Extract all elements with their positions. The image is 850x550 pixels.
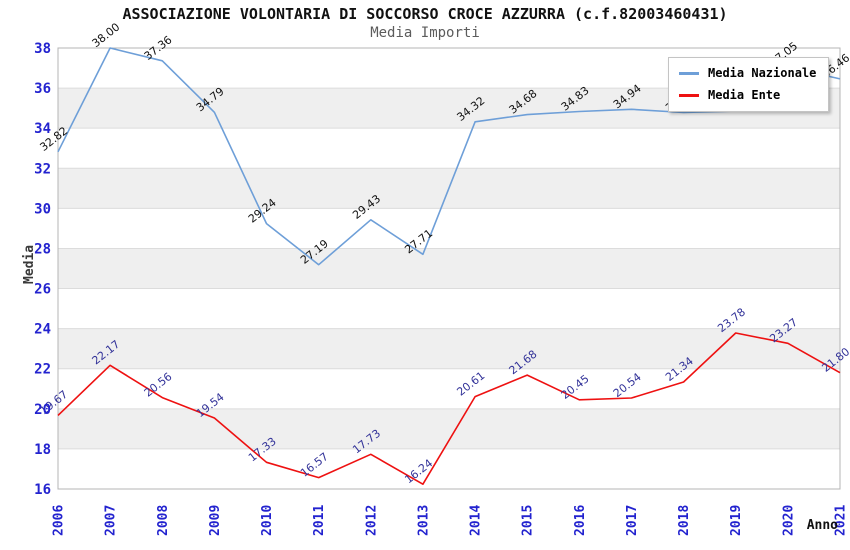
- legend-item-media-nazionale: Media Nazionale: [679, 66, 816, 80]
- x-tick-label: 2020: [781, 505, 796, 536]
- x-tick-label: 2019: [729, 505, 744, 536]
- x-axis-title: Anno: [807, 518, 838, 533]
- x-tick-label: 2009: [208, 505, 223, 536]
- y-tick-label: 38: [34, 41, 51, 57]
- legend-item-media-ente: Media Ente: [679, 88, 816, 102]
- x-tick-label: 2013: [416, 505, 431, 536]
- plot-band: [58, 248, 840, 289]
- y-tick-label: 18: [34, 442, 51, 458]
- axis-ticks: 16 18 20 22 24 26 28 30 32 34 36 38 2006 2007 2008 2009…: [34, 41, 848, 536]
- plot-border-rect: [57, 47, 841, 490]
- legend: Media Nazionale Media Ente: [668, 57, 830, 112]
- x-tick-label: 2012: [364, 505, 379, 536]
- y-tick-label: 16: [34, 482, 51, 498]
- point-label-media-nazionale: 38.00: [90, 20, 123, 50]
- y-tick-label: 20: [34, 402, 51, 418]
- x-tick-label: 2014: [469, 505, 484, 536]
- y-tick-label: 32: [34, 161, 51, 177]
- x-tick-label: 2021: [834, 505, 849, 536]
- y-tick-label: 22: [34, 362, 51, 378]
- y-axis-title: Media: [22, 245, 37, 284]
- y-tick-label: 24: [34, 322, 51, 338]
- x-tick-label: 2016: [573, 505, 588, 536]
- legend-swatch-media-nazionale-icon: [679, 71, 699, 75]
- x-tick-label: 2017: [625, 505, 640, 536]
- x-tick-label: 2010: [260, 505, 275, 536]
- x-tick-label: 2015: [521, 505, 536, 536]
- x-tick-label: 2008: [156, 505, 171, 536]
- y-tick-label: 34: [34, 121, 51, 137]
- plot-border: [57, 47, 841, 490]
- y-tick-label: 26: [34, 282, 51, 298]
- y-tick-label: 28: [34, 241, 51, 257]
- chart-subtitle: Media Importi: [370, 25, 480, 41]
- plot-band: [58, 328, 840, 369]
- x-tick-label: 2018: [677, 505, 692, 536]
- plot-bands: [58, 88, 840, 449]
- series-line-media-ente: [57, 332, 841, 486]
- legend-label-media-nazionale: Media Nazionale: [708, 66, 817, 80]
- legend-label-media-ente: Media Ente: [708, 88, 781, 102]
- x-tick-label: 2006: [52, 505, 67, 536]
- y-tick-label: 30: [34, 201, 51, 217]
- x-tick-label: 2011: [312, 505, 327, 536]
- y-tick-label: 36: [34, 81, 51, 97]
- plot-band: [58, 408, 840, 449]
- chart-title: ASSOCIAZIONE VOLONTARIA DI SOCCORSO CROC…: [122, 5, 728, 23]
- x-tick-label: 2007: [104, 505, 119, 536]
- legend-swatch-media-ente-icon: [679, 93, 699, 97]
